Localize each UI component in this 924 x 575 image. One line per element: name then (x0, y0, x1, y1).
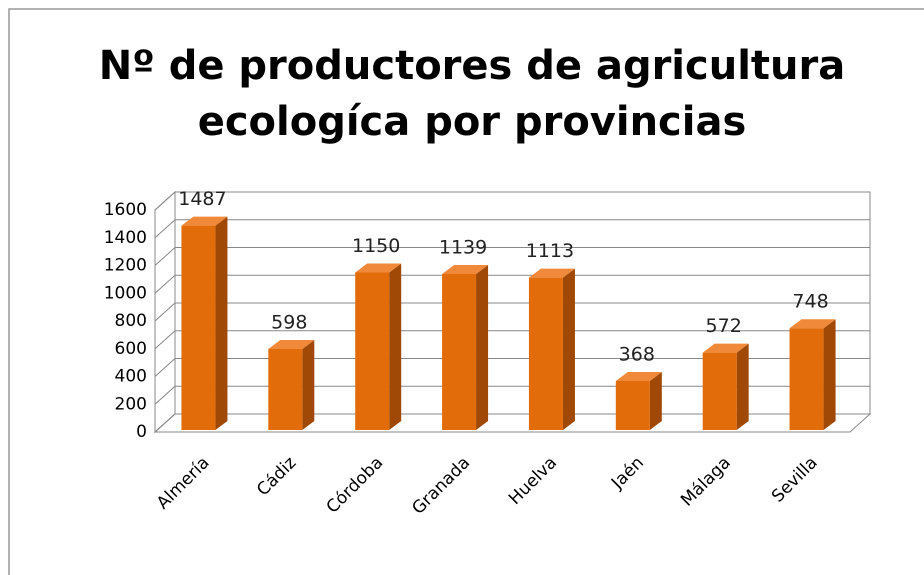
bar (181, 216, 228, 430)
data-label: 1139 (439, 236, 487, 258)
data-label: 368 (619, 343, 655, 365)
y-tick-label: 1400 (104, 228, 147, 248)
grid-line (154, 274, 870, 294)
bar-front (528, 277, 563, 430)
bar-side (215, 216, 228, 430)
bar (528, 268, 575, 430)
bar-top (789, 319, 836, 329)
y-tick-label: 200 (115, 394, 147, 414)
data-label: 748 (792, 291, 828, 313)
x-tick-label: Almería (153, 453, 213, 513)
bar (268, 340, 315, 430)
bar-side (562, 268, 575, 430)
grid-line (154, 358, 870, 377)
grid-line (154, 330, 870, 350)
bar-top (615, 371, 662, 381)
chart-title-line: ecologíca por provincias (198, 99, 747, 145)
bar-side (823, 319, 836, 430)
x-tick-label: Cádiz (253, 453, 300, 500)
data-label: 1113 (526, 240, 574, 262)
bar-top (355, 263, 402, 273)
bar (355, 263, 402, 430)
bar-front (268, 349, 303, 430)
bar-top (181, 216, 228, 226)
grid-line (154, 191, 870, 211)
x-tick-label: Málaga (677, 453, 735, 511)
y-tick-label: 800 (115, 311, 147, 331)
x-tick-label: Huelva (505, 453, 561, 509)
y-tick-label: 600 (115, 339, 147, 359)
bar-top (702, 343, 749, 353)
grid-line (154, 219, 870, 239)
bar (702, 343, 749, 430)
x-tick-label: Sevilla (768, 453, 822, 507)
bar-side (736, 343, 749, 430)
bar-side (476, 264, 489, 430)
grid-line (154, 247, 870, 266)
data-label: 598 (271, 312, 307, 334)
data-label: 572 (706, 315, 742, 337)
bar-front (181, 225, 216, 430)
bar-top (442, 264, 489, 274)
bar-top (268, 340, 315, 350)
x-tick-label: Granada (408, 453, 474, 519)
bar-front (615, 380, 650, 430)
bar-front (789, 328, 824, 430)
y-tick-label: 1200 (104, 256, 147, 276)
bar-front (442, 273, 477, 430)
floor (153, 413, 872, 433)
y-tick-label: 400 (115, 367, 147, 387)
bar-side (302, 340, 315, 430)
grid-line (154, 413, 870, 433)
x-tick-label: Jaén (607, 453, 648, 494)
bar-front (702, 352, 737, 430)
y-tick-label: 1000 (104, 283, 147, 303)
grid-line (154, 302, 870, 322)
data-label: 1150 (352, 235, 400, 257)
bar-top (528, 268, 575, 278)
y-tick-label: 1600 (104, 200, 147, 220)
bar-front (355, 272, 390, 430)
grid-line (154, 385, 870, 405)
data-label: 1487 (178, 188, 226, 210)
bar-side (389, 263, 402, 430)
bar (789, 319, 836, 430)
y-tick-label: 0 (136, 422, 147, 442)
chart-title-line: Nº de productores de agricultura (99, 43, 845, 89)
bar-side (649, 371, 662, 430)
chart-border (8, 8, 924, 575)
bar (615, 371, 662, 430)
bar (442, 264, 489, 430)
x-tick-label: Córdoba (323, 453, 388, 518)
